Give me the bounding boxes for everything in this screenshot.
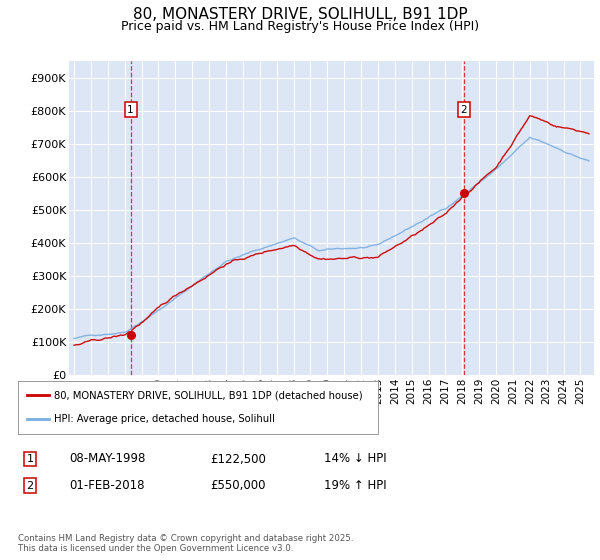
- Text: 19% ↑ HPI: 19% ↑ HPI: [324, 479, 386, 492]
- Text: 08-MAY-1998: 08-MAY-1998: [69, 452, 145, 465]
- Text: 14% ↓ HPI: 14% ↓ HPI: [324, 452, 386, 465]
- Text: 2: 2: [460, 105, 467, 115]
- Text: HPI: Average price, detached house, Solihull: HPI: Average price, detached house, Soli…: [54, 414, 275, 424]
- Text: 01-FEB-2018: 01-FEB-2018: [69, 479, 145, 492]
- Text: £550,000: £550,000: [210, 479, 265, 492]
- Text: 80, MONASTERY DRIVE, SOLIHULL, B91 1DP: 80, MONASTERY DRIVE, SOLIHULL, B91 1DP: [133, 7, 467, 22]
- Text: 80, MONASTERY DRIVE, SOLIHULL, B91 1DP (detached house): 80, MONASTERY DRIVE, SOLIHULL, B91 1DP (…: [54, 390, 362, 400]
- Text: 1: 1: [127, 105, 134, 115]
- Text: 1: 1: [26, 454, 34, 464]
- Text: Contains HM Land Registry data © Crown copyright and database right 2025.
This d: Contains HM Land Registry data © Crown c…: [18, 534, 353, 553]
- Text: 2: 2: [26, 481, 34, 491]
- Text: Price paid vs. HM Land Registry's House Price Index (HPI): Price paid vs. HM Land Registry's House …: [121, 20, 479, 32]
- Text: £122,500: £122,500: [210, 452, 266, 465]
